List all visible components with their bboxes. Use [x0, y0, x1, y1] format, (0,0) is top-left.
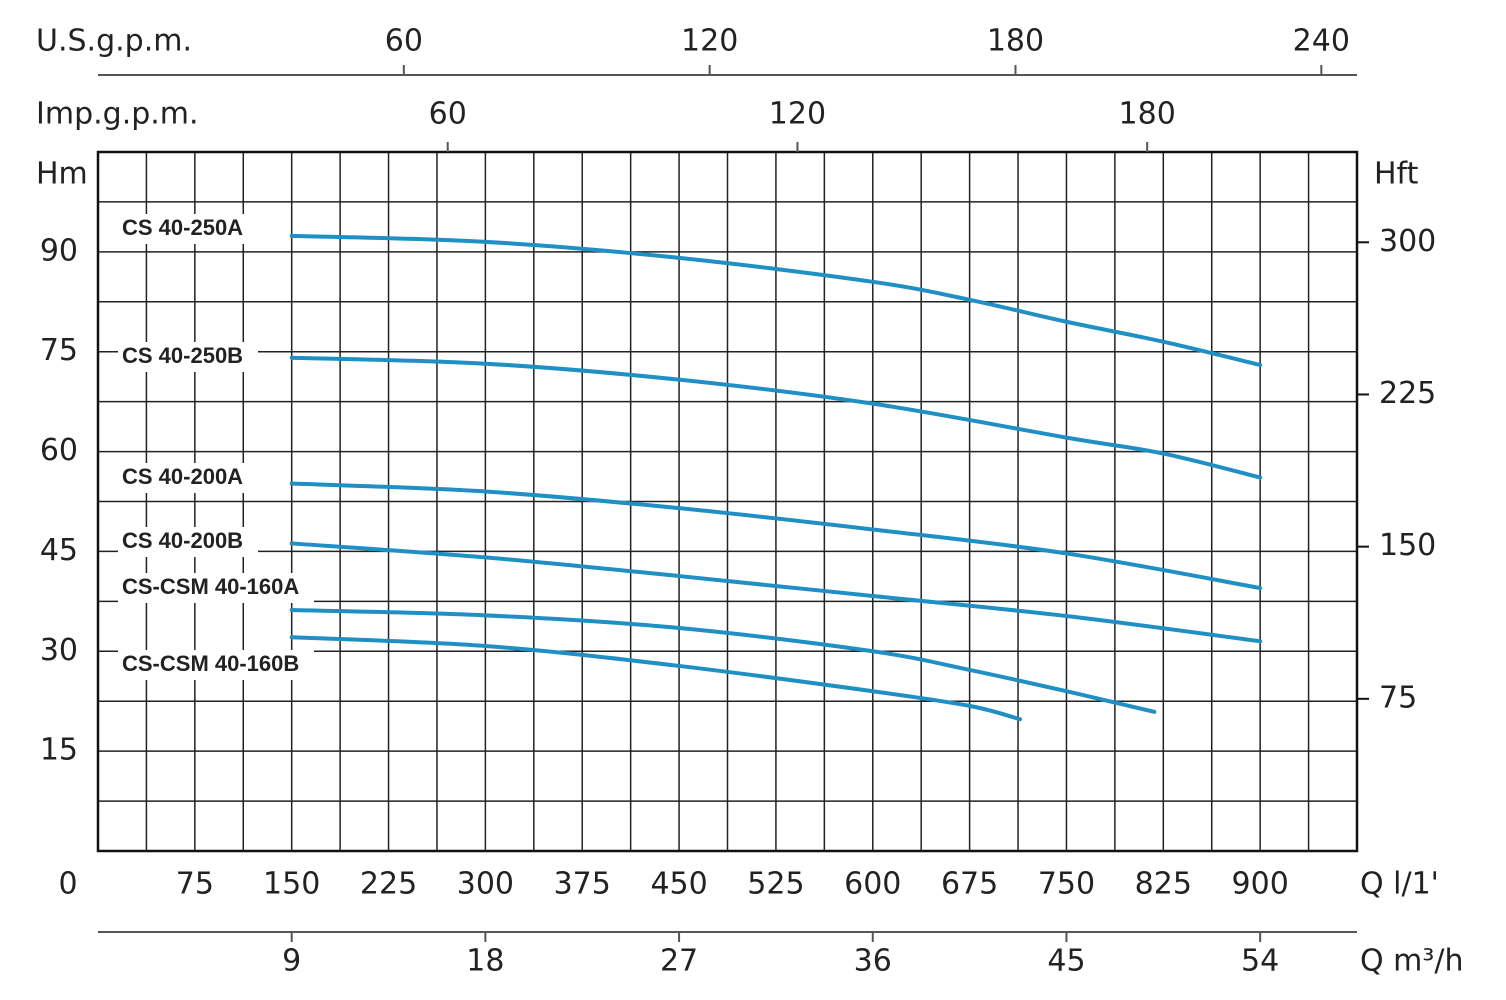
label-bg: [118, 463, 258, 493]
secondary-tick-label: 18: [466, 944, 504, 979]
secondary-tick-label: 36: [854, 944, 892, 979]
y-tick-label: 75: [40, 333, 78, 368]
x-tick-label: 375: [554, 867, 611, 902]
curve: [289, 233, 1263, 368]
curve: [289, 355, 1263, 480]
x-tick-label: 300: [457, 867, 514, 902]
secondary-tick-label: 60: [385, 24, 423, 59]
secondary-tick-label: 60: [429, 97, 467, 132]
y-tick-label: 60: [40, 433, 78, 468]
secondary-tick-label: 54: [1241, 944, 1279, 979]
x-axis-label: Q l/1': [1360, 867, 1439, 902]
y-tick-label: 30: [40, 633, 78, 668]
secondary-tick-label: 240: [1293, 24, 1350, 59]
y2-axis-label: Hft: [1374, 157, 1419, 192]
x-tick-label: 675: [941, 867, 998, 902]
x-tick-label: 225: [360, 867, 417, 902]
curve-label: CS-CSM 40-160A: [122, 574, 299, 599]
y2-tick-label: 225: [1379, 376, 1436, 411]
plot-frame: [96, 150, 1359, 853]
secondary-tick-label: 27: [660, 944, 698, 979]
curve-label: CS 40-200B: [122, 528, 243, 553]
label-bg: [118, 650, 314, 680]
curve-label: CS 40-250B: [122, 343, 243, 368]
y-axis-label: Hm: [36, 157, 88, 192]
label-bg: [118, 342, 258, 372]
x-tick-label: 900: [1232, 867, 1289, 902]
y2-tick-label: 75: [1379, 680, 1417, 715]
secondary-axis-label: U.S.g.p.m.: [36, 24, 192, 59]
y-tick-label: 15: [40, 733, 78, 768]
label-bg: [118, 573, 314, 603]
y-tick-label: 90: [40, 233, 78, 268]
label-bg: [118, 214, 258, 244]
curve: [289, 635, 1022, 722]
secondary-tick-label: 45: [1047, 944, 1085, 979]
x-tick-label: 75: [176, 867, 214, 902]
y2-tick-label: 150: [1379, 528, 1436, 563]
secondary-tick-label: 120: [769, 97, 826, 132]
curve-label: CS-CSM 40-160B: [122, 651, 299, 676]
secondary-axis-label: Imp.g.p.m.: [36, 97, 199, 132]
secondary-axis-label: Q m³/h: [1360, 944, 1464, 979]
x-tick-label: 525: [747, 867, 804, 902]
secondary-tick-label: 180: [987, 24, 1044, 59]
label-bg: [118, 527, 258, 557]
x-tick-label: 150: [263, 867, 320, 902]
secondary-tick-label: 120: [681, 24, 738, 59]
curve: [289, 541, 1263, 644]
curve-label: CS 40-200A: [122, 464, 243, 489]
x-tick-label: 825: [1135, 867, 1192, 902]
x-tick-label: 750: [1038, 867, 1095, 902]
curve: [289, 608, 1157, 714]
y2-tick-label: 300: [1379, 224, 1436, 259]
secondary-tick-label: 180: [1119, 97, 1176, 132]
secondary-tick-label: 9: [282, 944, 301, 979]
x-tick-label: 0: [58, 867, 77, 902]
curve: [289, 481, 1263, 591]
curve-label: CS 40-250A: [122, 215, 243, 240]
x-tick-label: 450: [650, 867, 707, 902]
y-tick-label: 45: [40, 533, 78, 568]
x-tick-label: 600: [844, 867, 901, 902]
